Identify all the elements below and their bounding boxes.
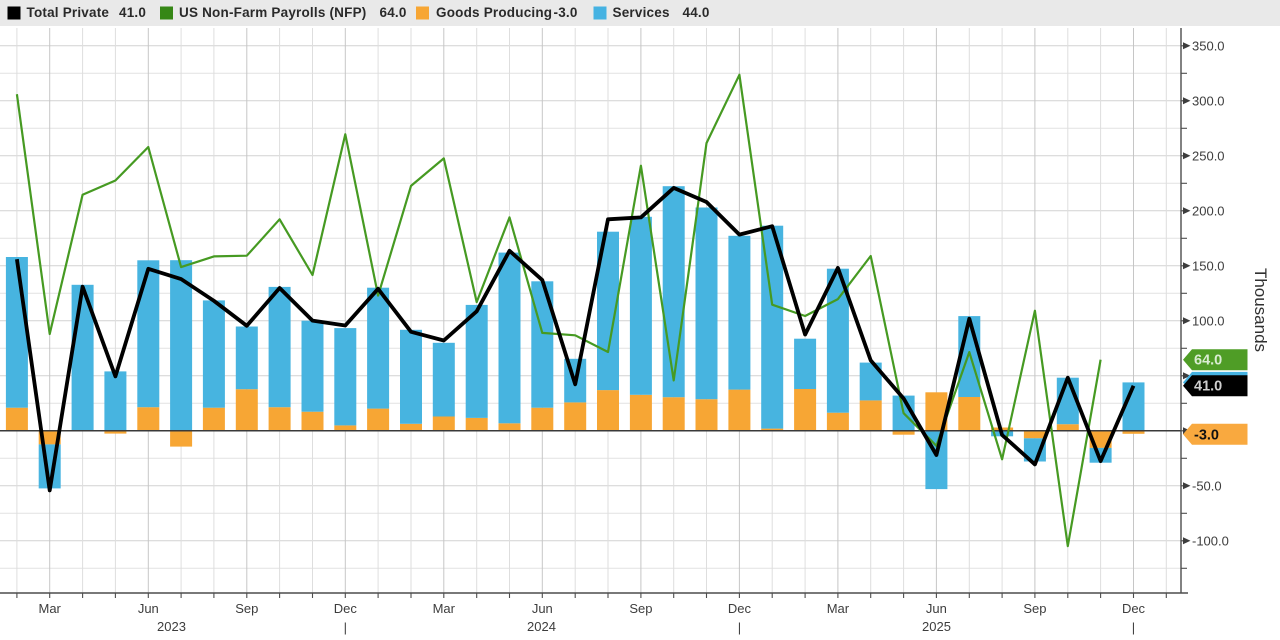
svg-text:US Non-Farm Payrolls (NFP): US Non-Farm Payrolls (NFP) bbox=[179, 5, 366, 20]
svg-text:2023: 2023 bbox=[157, 619, 186, 634]
svg-text:-3.0: -3.0 bbox=[554, 5, 578, 20]
svg-text:Jun: Jun bbox=[532, 601, 553, 616]
svg-text:250.0: 250.0 bbox=[1192, 148, 1225, 163]
svg-text:Mar: Mar bbox=[827, 601, 850, 616]
svg-text:64.0: 64.0 bbox=[1194, 353, 1222, 369]
svg-text:64.0: 64.0 bbox=[380, 5, 407, 20]
svg-text:Jun: Jun bbox=[138, 601, 159, 616]
svg-text:-50.0: -50.0 bbox=[1192, 478, 1222, 493]
svg-text:350.0: 350.0 bbox=[1192, 38, 1225, 53]
svg-text:Total Private: Total Private bbox=[27, 5, 110, 20]
svg-text:Dec: Dec bbox=[728, 601, 752, 616]
svg-text:200.0: 200.0 bbox=[1192, 203, 1225, 218]
svg-text:300.0: 300.0 bbox=[1192, 93, 1225, 108]
svg-text:Sep: Sep bbox=[1023, 601, 1046, 616]
svg-text:41.0: 41.0 bbox=[119, 5, 146, 20]
svg-text:Services: Services bbox=[613, 5, 670, 20]
svg-text:Thousands: Thousands bbox=[1251, 268, 1270, 352]
svg-text:2025: 2025 bbox=[922, 619, 951, 634]
svg-text:44.0: 44.0 bbox=[683, 5, 710, 20]
svg-text:Dec: Dec bbox=[1122, 601, 1146, 616]
svg-text:Mar: Mar bbox=[433, 601, 456, 616]
svg-text:Goods Producing: Goods Producing bbox=[436, 5, 552, 20]
svg-text:|: | bbox=[1132, 620, 1135, 635]
svg-text:Dec: Dec bbox=[334, 601, 358, 616]
svg-text:2024: 2024 bbox=[527, 619, 556, 634]
svg-text:Jun: Jun bbox=[926, 601, 947, 616]
svg-text:100.0: 100.0 bbox=[1192, 313, 1225, 328]
svg-text:|: | bbox=[344, 620, 347, 635]
svg-text:150.0: 150.0 bbox=[1192, 258, 1225, 273]
svg-text:-3.0: -3.0 bbox=[1194, 427, 1219, 443]
svg-text:Sep: Sep bbox=[629, 601, 652, 616]
svg-text:Mar: Mar bbox=[39, 601, 62, 616]
svg-text:41.0: 41.0 bbox=[1194, 379, 1222, 395]
svg-text:-100.0: -100.0 bbox=[1192, 533, 1229, 548]
svg-text:Sep: Sep bbox=[235, 601, 258, 616]
svg-text:|: | bbox=[738, 620, 741, 635]
